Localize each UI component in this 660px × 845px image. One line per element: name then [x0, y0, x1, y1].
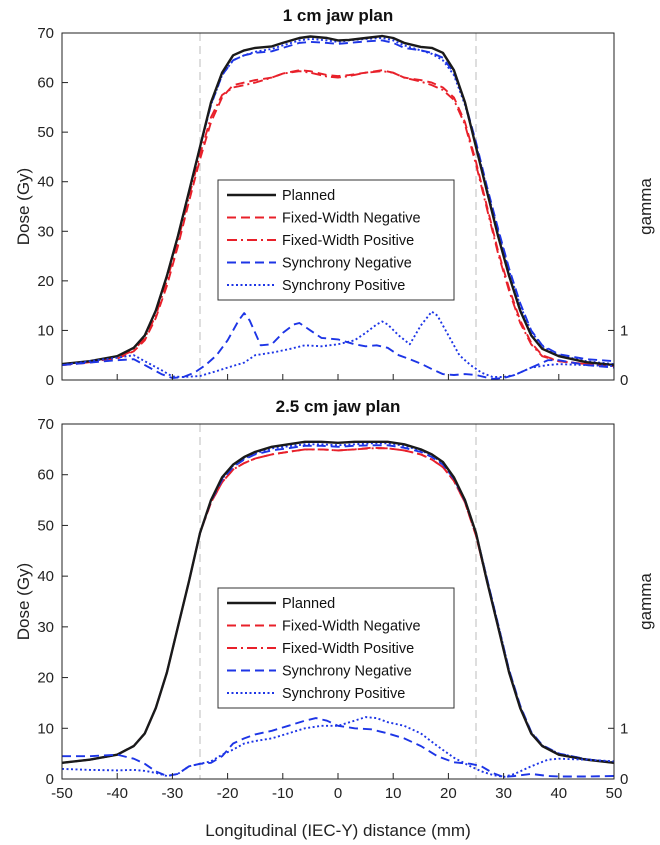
y-tick-label: 40 — [37, 174, 54, 191]
legend-entry: Fixed-Width Negative — [282, 619, 421, 635]
y-tick-label: 30 — [37, 619, 54, 636]
dose-curve-planned — [61, 440, 615, 764]
legend-box — [217, 587, 455, 709]
y-tick-label: 60 — [37, 467, 54, 484]
x-tick-label: 0 — [334, 785, 342, 802]
y-axis-label: Dose (Gy) — [14, 563, 33, 640]
y-tick-label: 40 — [37, 568, 54, 585]
y-tick-label: 70 — [37, 416, 54, 433]
legend-entry: Fixed-Width Negative — [282, 211, 421, 227]
legend-entry: Fixed-Width Positive — [282, 641, 414, 657]
y-tick-label: 50 — [37, 517, 54, 534]
legend-entry: Synchrony Negative — [282, 256, 412, 272]
gamma-curve-sync-neg — [62, 717, 615, 778]
x-tick-label: -20 — [217, 785, 239, 802]
x-tick-label: 40 — [550, 785, 567, 802]
y-tick-label: 20 — [37, 670, 54, 687]
y-axis-label: Dose (Gy) — [14, 168, 33, 245]
gamma-tick-label: 1 — [620, 322, 628, 339]
x-tick-label: -10 — [272, 785, 294, 802]
y-tick-label: 20 — [37, 273, 54, 290]
legend: Planned Fixed-Width Negative Fixed-Width P… — [217, 179, 455, 301]
y-tick-label: 10 — [37, 322, 54, 339]
top-chart-panel: 1 cm jaw plan 0 10 20 30 40 50 60 70 0 1 Dose (Gy)… — [14, 6, 655, 389]
dose-curve-planned — [61, 34, 615, 367]
gamma-tick-label: 1 — [620, 720, 628, 737]
y-tick-label: 0 — [46, 771, 54, 788]
x-tick-label: -30 — [162, 785, 184, 802]
gamma-tick-label: 0 — [620, 372, 628, 389]
legend-entry: Fixed-Width Positive — [282, 233, 414, 249]
y-tick-label: 50 — [37, 124, 54, 141]
legend-entry: Synchrony Positive — [282, 686, 405, 702]
y-tick-label: 0 — [46, 372, 54, 389]
gamma-tick-label: 0 — [620, 771, 628, 788]
dose-curve-sync-pos — [61, 37, 615, 366]
y-tick-label: 30 — [37, 223, 54, 240]
gamma-axis-label: gamma — [636, 178, 655, 235]
x-axis-label: Longitudinal (IEC-Y) distance (mm) — [205, 821, 470, 840]
x-tick-label: -40 — [106, 785, 128, 802]
legend-entry: Planned — [282, 596, 335, 612]
bottom-chart-panel: 2.5 cm jaw plan 0 10 20 30 40 50 60 70 0 1 -50 -40 -… — [14, 397, 655, 802]
chart-title: 1 cm jaw plan — [283, 6, 394, 25]
y-tick-label: 60 — [37, 75, 54, 92]
x-tick-label: 20 — [440, 785, 457, 802]
legend-entry: Synchrony Negative — [282, 664, 412, 680]
gamma-curve-sync-pos — [61, 310, 615, 378]
gamma-axis-label: gamma — [636, 573, 655, 630]
dose-curve-fixed-pos — [61, 447, 615, 764]
legend-entry: Synchrony Positive — [282, 278, 405, 294]
legend-entry: Planned — [282, 188, 335, 204]
dose-curve-fixed-pos — [61, 70, 615, 368]
x-tick-label: 50 — [606, 785, 623, 802]
x-tick-label: -50 — [51, 785, 73, 802]
chart-title: 2.5 cm jaw plan — [276, 397, 401, 416]
x-tick-label: 30 — [495, 785, 512, 802]
y-tick-label: 70 — [37, 25, 54, 42]
x-tick-label: 10 — [385, 785, 402, 802]
legend: Planned Fixed-Width Negative Fixed-Width P… — [217, 587, 455, 709]
legend-box — [217, 179, 455, 301]
y-tick-label: 10 — [37, 720, 54, 737]
